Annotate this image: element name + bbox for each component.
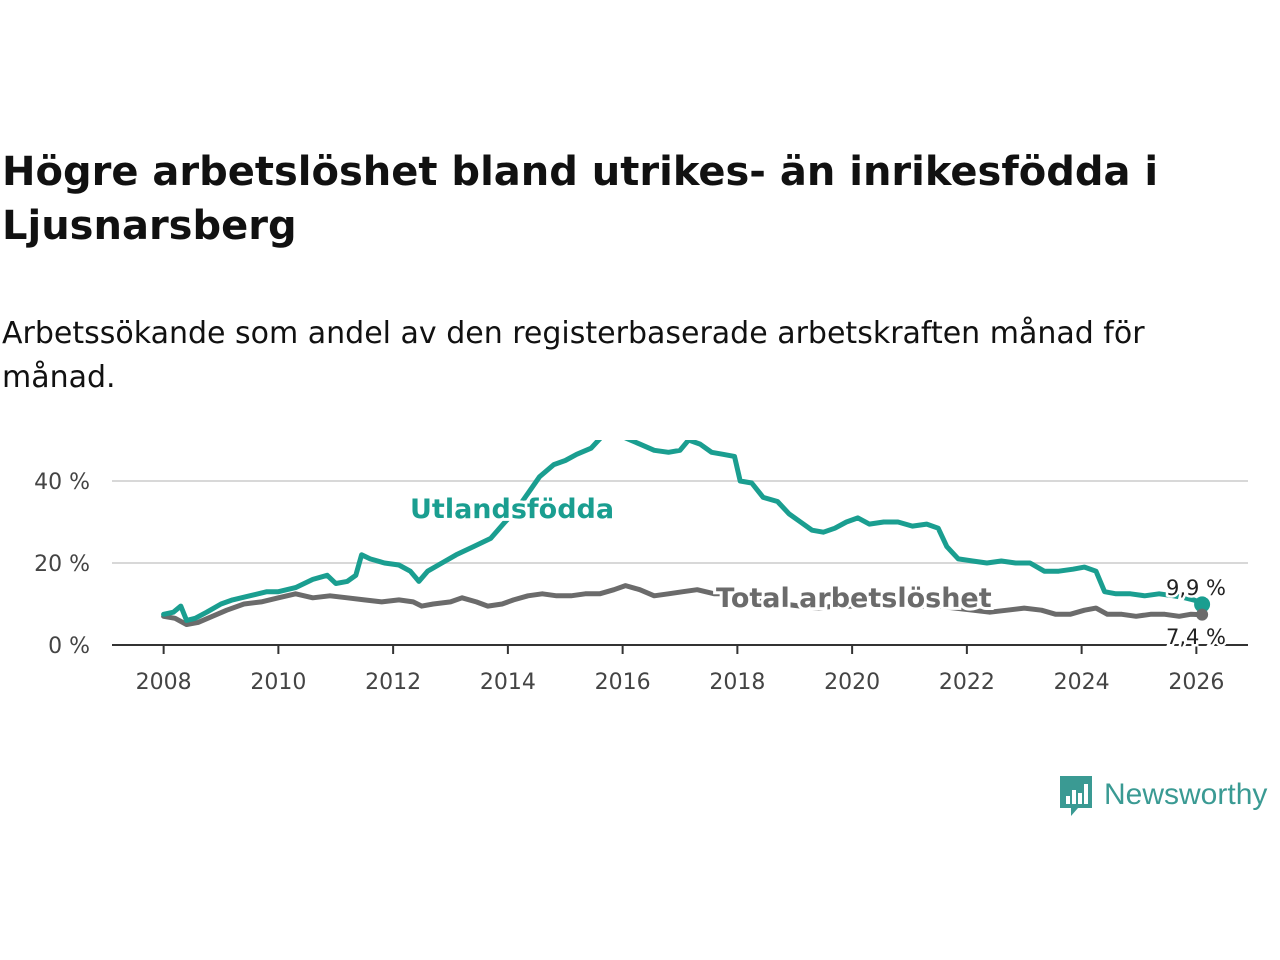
y-tick-label: 0 % <box>48 634 90 659</box>
x-tick-label: 2020 <box>824 670 880 695</box>
x-tick-label: 2018 <box>709 670 765 695</box>
chart-subtitle: Arbetssökande som andel av den registerb… <box>2 316 1145 395</box>
brand-logo: Newsworthy <box>1058 772 1267 818</box>
x-tick-label: 2014 <box>480 670 536 695</box>
x-tick-label: 2010 <box>250 670 306 695</box>
end-label-total: 7,4 % <box>1166 625 1226 649</box>
brand-name: Newsworthy <box>1104 778 1268 811</box>
y-tick-label: 20 % <box>34 552 90 577</box>
series-line-total <box>161 583 1205 627</box>
end-point-utlandsfodda <box>1194 596 1211 613</box>
series-line-utlandsfodda <box>161 440 1205 623</box>
x-tick-label: 2024 <box>1054 670 1110 695</box>
end-label-utlandsfodda: 9,9 % <box>1166 576 1226 600</box>
series-label-utlandsfodda: Utlandsfödda <box>410 494 614 525</box>
x-tick-label: 2008 <box>136 670 192 695</box>
x-tick-label: 2016 <box>595 670 651 695</box>
y-tick-label: 40 % <box>34 470 90 495</box>
newsworthy-logo-icon <box>1060 776 1092 816</box>
line-chart: 0 % 20 % 40 % 2008 2010 2012 2014 2016 2018 2020 2… <box>34 440 1248 695</box>
x-tick-label: 2026 <box>1168 670 1224 695</box>
chart-title: Högre arbetslöshet bland utrikes- än inr… <box>2 149 1159 249</box>
end-point-total <box>1196 608 1209 621</box>
series-label-total: Total arbetslöshet <box>716 583 992 614</box>
x-tick-label: 2022 <box>939 670 995 695</box>
x-tick-label: 2012 <box>365 670 421 695</box>
